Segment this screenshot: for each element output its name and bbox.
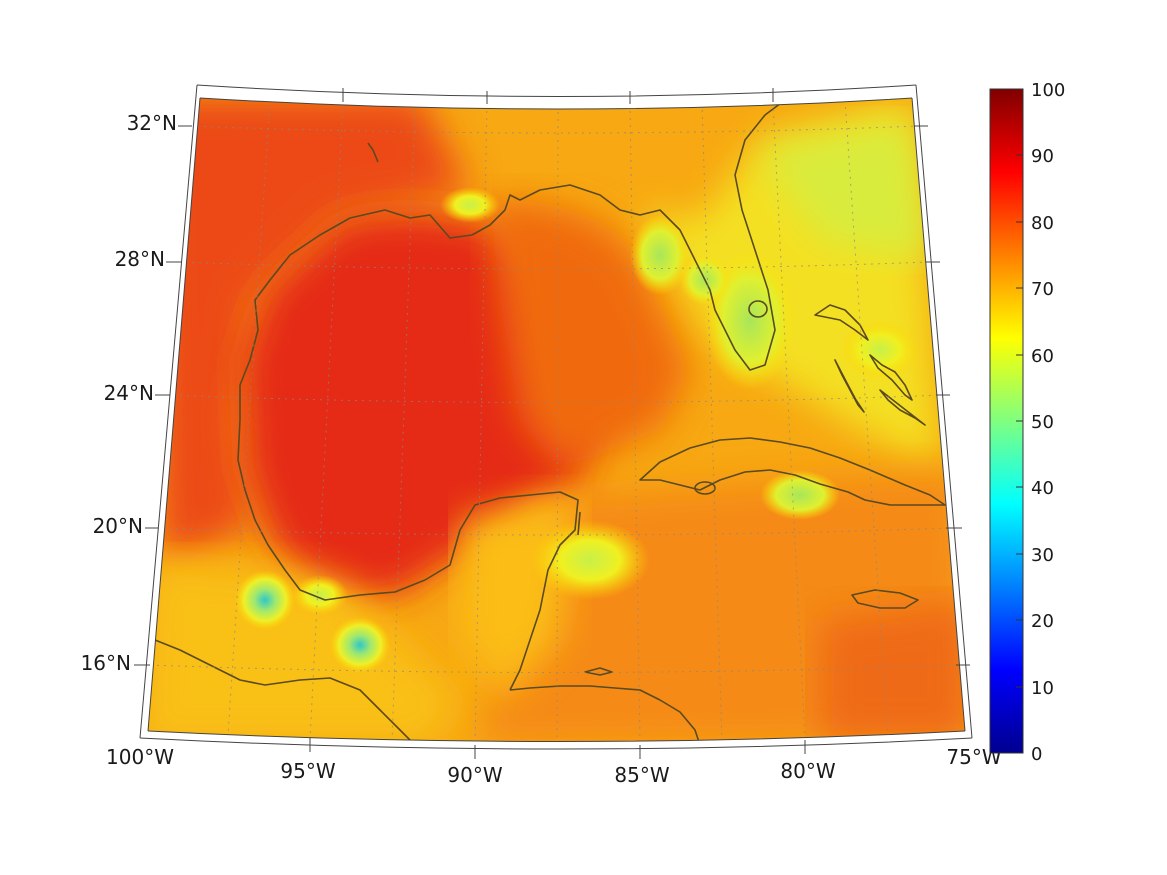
- lon-label: 90°W: [447, 763, 502, 787]
- colorbar-label: 40: [1031, 478, 1054, 499]
- colorbar-label: 80: [1031, 213, 1054, 234]
- colorbar-label: 0: [1031, 744, 1042, 765]
- colorbar-ticks: [1016, 88, 1023, 754]
- lon-label: 85°W: [614, 763, 669, 787]
- colorbar-label: 60: [1031, 346, 1054, 367]
- coastline: [154, 99, 946, 742]
- colorbar-label: 20: [1031, 611, 1054, 632]
- map-frame: [139, 84, 973, 750]
- colorbar-label: 100: [1031, 80, 1065, 101]
- latitude-labels: 32°N 28°N 24°N 20°N 16°N: [81, 111, 177, 675]
- colorbar-label: 10: [1031, 678, 1054, 699]
- colorbar-label: 70: [1031, 279, 1054, 300]
- longitude-labels: 100°W 95°W 90°W 85°W 80°W 75°W: [106, 745, 1002, 787]
- colorbar-label: 90: [1031, 146, 1054, 167]
- colorbar-label: 50: [1031, 412, 1054, 433]
- lon-label: 95°W: [280, 759, 335, 783]
- lat-label: 28°N: [115, 247, 165, 271]
- colorbar: 100 90 80 70 60 50 40 30 20 10 0: [989, 80, 1065, 765]
- lon-label: 100°W: [106, 745, 174, 769]
- graticule: [149, 99, 961, 742]
- data-field: [148, 98, 965, 742]
- lon-label: 80°W: [780, 759, 835, 783]
- lat-label: 20°N: [93, 514, 143, 538]
- lat-label: 24°N: [104, 381, 154, 405]
- frame-ticks: [134, 88, 970, 759]
- lat-label: 32°N: [127, 111, 177, 135]
- colorbar-label: 30: [1031, 545, 1054, 566]
- lat-label: 16°N: [81, 651, 131, 675]
